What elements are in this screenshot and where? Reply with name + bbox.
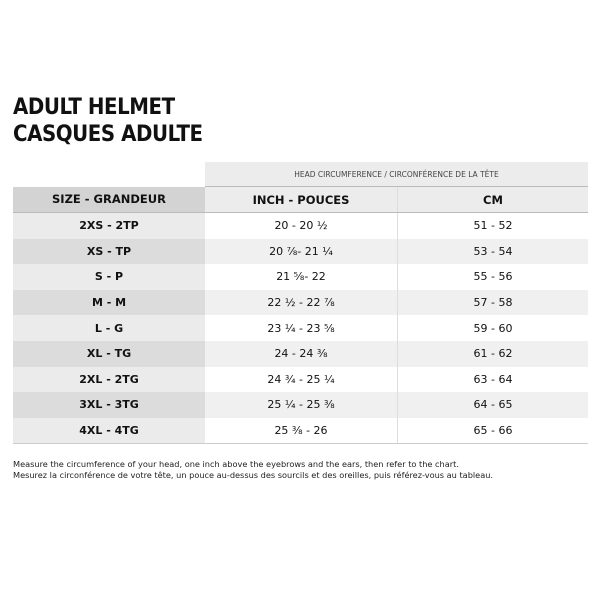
inch-cell: 23 ¼ - 23 ⅝: [205, 315, 398, 341]
title-french: CASQUES ADULTE: [13, 122, 203, 147]
cm-cell: 55 - 56: [397, 264, 588, 290]
inch-cell: 21 ⅝- 22: [205, 264, 398, 290]
size-cell: XL - TG: [13, 340, 205, 367]
size-chart-table: HEAD CIRCUMFERENCE / CIRCONFÉRENCE DE LA…: [13, 162, 588, 445]
cm-cell: 64 - 65: [397, 392, 588, 418]
page-title: ADULT HELMET CASQUES ADULTE: [13, 94, 224, 148]
note-french: Mesurez la circonférence de votre tête, …: [13, 470, 494, 480]
inch-cell: 20 ⅞- 21 ¼: [205, 238, 398, 265]
table-row: M - M 22 ½ - 22 ⅞ 57 - 58: [13, 289, 588, 316]
size-cell: 3XL - 3TG: [13, 392, 205, 418]
cm-cell: 51 - 52: [397, 212, 588, 239]
title-english: ADULT HELMET: [13, 95, 175, 120]
cm-cell: 59 - 60: [397, 315, 588, 341]
size-cell: 4XL - 4TG: [13, 417, 205, 445]
column-header-cm: CM: [397, 186, 588, 213]
table-row: S - P 21 ⅝- 22 55 - 56: [13, 264, 588, 290]
inch-cell: 25 ¼ - 25 ⅜: [205, 392, 398, 418]
column-header-row: SIZE - GRANDEUR INCH - POUCES CM: [13, 186, 588, 213]
table-row: 3XL - 3TG 25 ¼ - 25 ⅜ 64 - 65: [13, 392, 588, 418]
size-cell: S - P: [13, 264, 205, 290]
table-row: XS - TP 20 ⅞- 21 ¼ 53 - 54: [13, 238, 588, 265]
column-header-inch: INCH - POUCES: [205, 186, 398, 213]
group-header: HEAD CIRCUMFERENCE / CIRCONFÉRENCE DE LA…: [205, 162, 588, 187]
inch-cell: 22 ½ - 22 ⅞: [205, 289, 398, 316]
table-row: L - G 23 ¼ - 23 ⅝ 59 - 60: [13, 315, 588, 341]
inch-cell: 24 - 24 ⅜: [205, 340, 398, 367]
cm-cell: 57 - 58: [397, 289, 588, 316]
table-row: XL - TG 24 - 24 ⅜ 61 - 62: [13, 340, 588, 367]
size-cell: 2XL - 2TG: [13, 366, 205, 393]
group-header-row: HEAD CIRCUMFERENCE / CIRCONFÉRENCE DE LA…: [13, 162, 588, 187]
table-row: 4XL - 4TG 25 ⅜ - 26 65 - 66: [13, 417, 588, 445]
size-cell: M - M: [13, 289, 205, 316]
cm-cell: 65 - 66: [397, 417, 588, 445]
measurement-note: Measure the circumference of your head, …: [13, 459, 493, 481]
note-english: Measure the circumference of your head, …: [13, 459, 459, 469]
cm-cell: 53 - 54: [397, 238, 588, 265]
size-cell: L - G: [13, 315, 205, 341]
table-row: 2XL - 2TG 24 ¾ - 25 ¼ 63 - 64: [13, 366, 588, 393]
cm-cell: 61 - 62: [397, 340, 588, 367]
column-header-size: SIZE - GRANDEUR: [13, 186, 205, 213]
inch-cell: 20 - 20 ½: [205, 212, 398, 239]
table-row: 2XS - 2TP 20 - 20 ½ 51 - 52: [13, 212, 588, 239]
size-cell: XS - TP: [13, 238, 205, 265]
size-cell: 2XS - 2TP: [13, 212, 205, 239]
inch-cell: 25 ⅜ - 26: [205, 417, 398, 445]
inch-cell: 24 ¾ - 25 ¼: [205, 366, 398, 393]
cm-cell: 63 - 64: [397, 366, 588, 393]
